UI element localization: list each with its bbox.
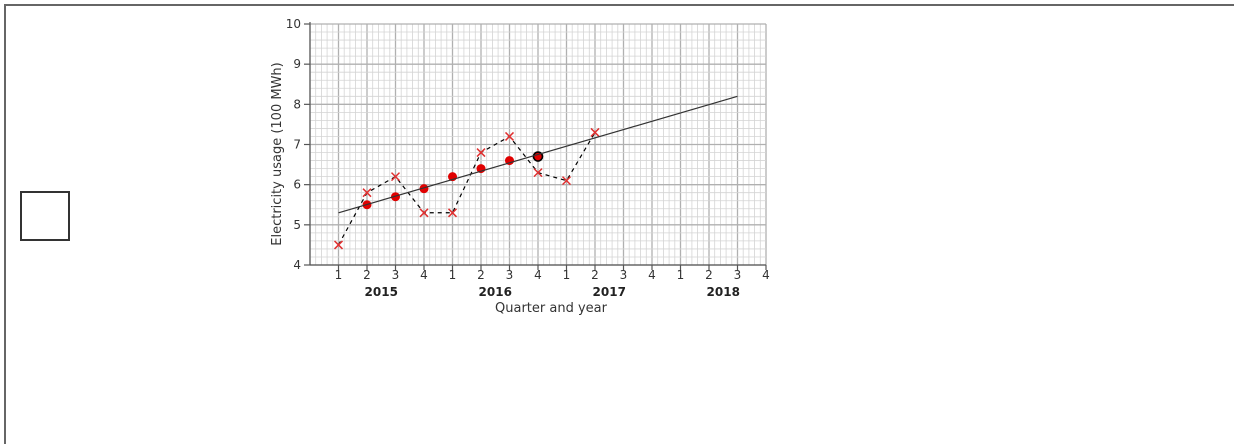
data-dot bbox=[419, 184, 429, 194]
x-axis-label: Quarter and year bbox=[495, 301, 608, 316]
y-tick-label: 10 bbox=[286, 17, 301, 31]
year-label: 2017 bbox=[593, 285, 626, 299]
data-cross bbox=[333, 240, 344, 250]
data-cross bbox=[362, 188, 372, 198]
x-tick-label: 3 bbox=[734, 268, 742, 282]
cross-stroke bbox=[504, 131, 515, 141]
x-tick-label: 1 bbox=[335, 268, 343, 282]
x-tick-label: 2 bbox=[591, 268, 599, 282]
cross-stroke bbox=[390, 172, 401, 182]
y-axis-label: Electricity usage (100 MWh) bbox=[270, 62, 285, 245]
year-label: 2018 bbox=[707, 285, 740, 299]
year-labels: 2015 2016 2017 2018 bbox=[365, 285, 740, 299]
cross-stroke bbox=[533, 168, 543, 178]
x-tick-label: 1 bbox=[563, 268, 571, 282]
x-tick-label: 2 bbox=[363, 268, 371, 282]
y-tick-label: 7 bbox=[293, 138, 301, 152]
chart-grid bbox=[309, 23, 767, 266]
data-cross bbox=[419, 208, 429, 218]
y-tick-label: 4 bbox=[293, 258, 301, 272]
x-tick-labels: 1 2 3 4 1 2 3 4 1 2 3 4 1 2 3 4 bbox=[335, 265, 770, 282]
y-tick-label: 6 bbox=[293, 178, 301, 192]
cross-stroke bbox=[419, 208, 429, 218]
y-tick-labels: 4 5 6 7 8 9 10 bbox=[286, 17, 310, 272]
x-tick-label: 4 bbox=[648, 268, 656, 282]
data-cross bbox=[561, 176, 572, 186]
data-cross bbox=[447, 208, 458, 218]
trend-line bbox=[338, 95, 738, 214]
x-tick-label: 2 bbox=[477, 268, 485, 282]
cross-stroke bbox=[362, 188, 372, 198]
data-cross bbox=[590, 127, 600, 137]
x-tick-label: 4 bbox=[420, 268, 428, 282]
x-tick-label: 3 bbox=[392, 268, 400, 282]
x-tick-label: 3 bbox=[620, 268, 628, 282]
cross-stroke bbox=[333, 240, 344, 250]
data-cross bbox=[390, 172, 401, 182]
x-tick-label: 2 bbox=[705, 268, 713, 282]
cross-stroke bbox=[447, 208, 458, 218]
cross-stroke bbox=[476, 148, 486, 158]
data-cross bbox=[533, 168, 543, 178]
x-tick-label: 1 bbox=[677, 268, 685, 282]
x-tick-label: 1 bbox=[449, 268, 457, 282]
y-tick-label: 9 bbox=[293, 57, 301, 71]
x-tick-label: 4 bbox=[534, 268, 542, 282]
data-cross bbox=[504, 131, 515, 141]
dashed-data-line bbox=[337, 132, 596, 246]
y-tick-label: 5 bbox=[293, 218, 301, 232]
x-tick-label: 4 bbox=[762, 268, 770, 282]
data-cross bbox=[476, 148, 486, 158]
chart-marks bbox=[333, 95, 738, 250]
answer-checkbox[interactable] bbox=[20, 191, 70, 241]
cross-stroke bbox=[561, 176, 572, 186]
year-label: 2015 bbox=[365, 285, 398, 299]
y-tick-label: 8 bbox=[293, 97, 301, 111]
year-label: 2016 bbox=[479, 285, 512, 299]
cross-stroke bbox=[590, 127, 600, 137]
x-tick-label: 3 bbox=[506, 268, 514, 282]
content-frame bbox=[4, 4, 1234, 444]
